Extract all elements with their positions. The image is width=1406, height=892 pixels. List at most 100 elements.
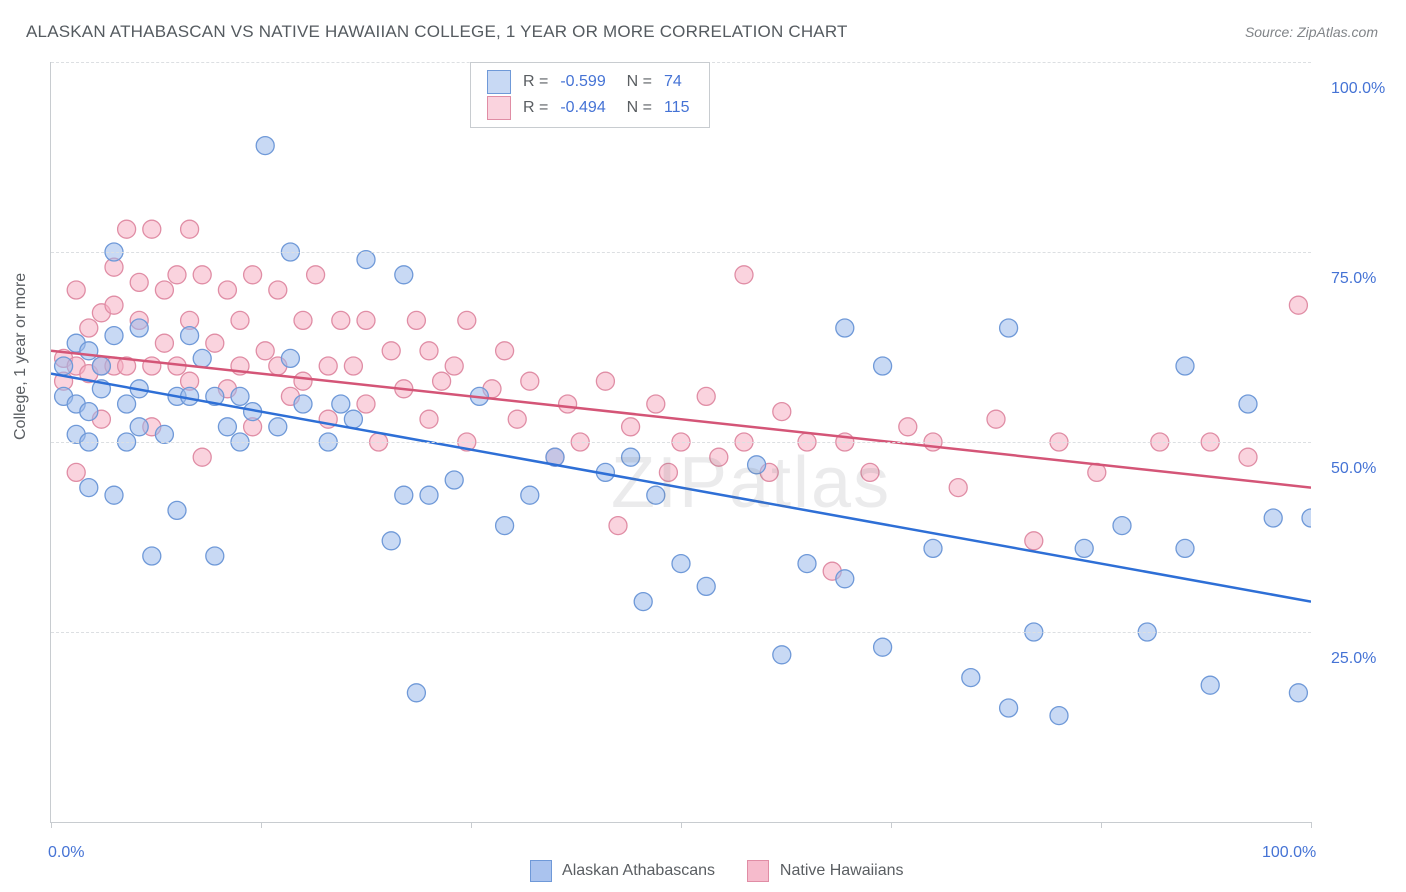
data-point — [319, 357, 337, 375]
data-point — [344, 410, 362, 428]
data-point — [874, 357, 892, 375]
data-point — [1176, 357, 1194, 375]
data-point — [1075, 539, 1093, 557]
data-point — [622, 448, 640, 466]
data-point — [55, 357, 73, 375]
data-point — [559, 395, 577, 413]
data-point — [1201, 676, 1219, 694]
data-point — [836, 319, 854, 337]
data-point — [1025, 532, 1043, 550]
data-point — [143, 357, 161, 375]
x-tick-mark — [1101, 822, 1102, 828]
legend-n-value: 74 — [658, 69, 696, 95]
data-point — [622, 418, 640, 436]
data-point — [798, 555, 816, 573]
x-tick-mark — [1311, 822, 1312, 828]
data-point — [357, 251, 375, 269]
data-point — [1289, 296, 1307, 314]
data-point — [1113, 517, 1131, 535]
legend-swatch — [530, 860, 552, 882]
data-point — [647, 395, 665, 413]
y-axis-title: College, 1 year or more — [12, 273, 30, 440]
data-point — [193, 349, 211, 367]
data-point — [294, 372, 312, 390]
data-point — [294, 311, 312, 329]
data-point — [118, 395, 136, 413]
legend-n-value: 115 — [658, 95, 696, 121]
legend-r-label: R = — [517, 69, 554, 95]
data-point — [80, 403, 98, 421]
data-point — [697, 387, 715, 405]
data-point — [420, 486, 438, 504]
data-point — [231, 311, 249, 329]
data-point — [836, 570, 854, 588]
data-point — [445, 357, 463, 375]
data-point — [445, 471, 463, 489]
data-point — [80, 342, 98, 360]
gridline — [51, 252, 1311, 253]
data-point — [218, 281, 236, 299]
data-point — [1302, 509, 1311, 527]
legend-r-value: -0.494 — [554, 95, 611, 121]
data-point — [672, 555, 690, 573]
data-point — [521, 486, 539, 504]
data-point — [1050, 707, 1068, 725]
data-point — [1264, 509, 1282, 527]
data-point — [395, 486, 413, 504]
data-point — [1289, 684, 1307, 702]
data-point — [382, 342, 400, 360]
legend-n-label: N = — [612, 69, 658, 95]
data-point — [395, 266, 413, 284]
x-axis-label-left: 0.0% — [48, 844, 84, 862]
source-prefix: Source: — [1245, 24, 1293, 40]
data-point — [634, 593, 652, 611]
legend-series-label: Alaskan Athabascans — [558, 862, 719, 879]
data-point — [231, 387, 249, 405]
x-tick-mark — [51, 822, 52, 828]
data-point — [962, 669, 980, 687]
data-point — [773, 403, 791, 421]
legend-r-value: -0.599 — [554, 69, 611, 95]
data-point — [1176, 539, 1194, 557]
data-point — [143, 547, 161, 565]
data-point — [521, 372, 539, 390]
gridline — [51, 632, 1311, 633]
data-point — [218, 418, 236, 436]
legend-swatch — [487, 96, 511, 120]
x-tick-mark — [891, 822, 892, 828]
gridline — [51, 442, 1311, 443]
data-point — [407, 311, 425, 329]
data-point — [508, 410, 526, 428]
data-point — [155, 334, 173, 352]
legend-swatch — [747, 860, 769, 882]
legend-series-label: Native Hawaiians — [775, 862, 903, 879]
data-point — [206, 334, 224, 352]
data-point — [92, 357, 110, 375]
data-point — [407, 684, 425, 702]
x-tick-mark — [261, 822, 262, 828]
chart-container: ALASKAN ATHABASCAN VS NATIVE HAWAIIAN CO… — [0, 0, 1406, 892]
data-point — [181, 327, 199, 345]
data-point — [1000, 319, 1018, 337]
data-point — [143, 220, 161, 238]
data-point — [67, 463, 85, 481]
data-point — [118, 220, 136, 238]
data-point — [899, 418, 917, 436]
legend-swatch — [487, 70, 511, 94]
data-point — [193, 448, 211, 466]
legend-series: Alaskan Athabascans Native Hawaiians — [0, 860, 1406, 882]
data-point — [596, 372, 614, 390]
data-point — [609, 517, 627, 535]
data-point — [496, 342, 514, 360]
data-point — [735, 266, 753, 284]
plot-area: ZIPatlas 25.0%50.0%75.0%100.0% — [50, 62, 1311, 823]
data-point — [155, 425, 173, 443]
data-point — [382, 532, 400, 550]
data-point — [433, 372, 451, 390]
data-point — [269, 281, 287, 299]
data-point — [874, 638, 892, 656]
legend-n-label: N = — [612, 95, 658, 121]
x-tick-mark — [471, 822, 472, 828]
data-point — [659, 463, 677, 481]
data-point — [1000, 699, 1018, 717]
